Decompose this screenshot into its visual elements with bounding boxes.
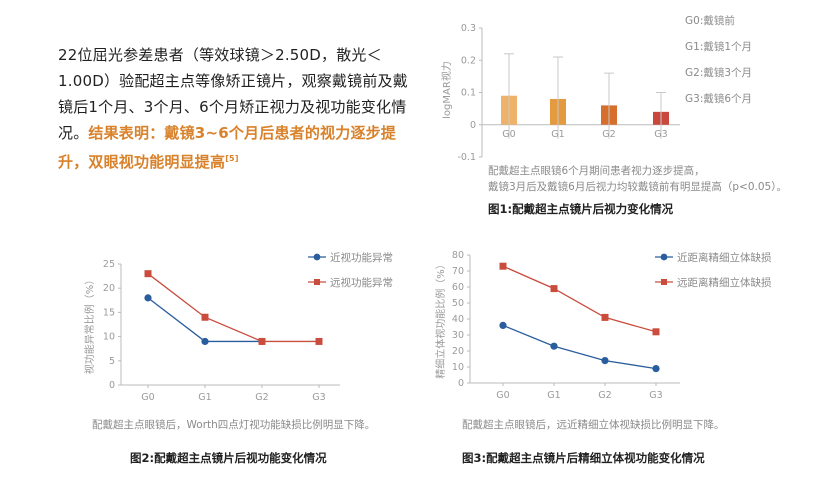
fig2-point	[201, 337, 209, 346]
fig3-y-tick-label: 80	[452, 250, 464, 261]
fig1-legend-entry: G3:戴镜6个月	[685, 92, 752, 105]
fig3-point	[652, 328, 660, 336]
fig3-y-tick-label: 60	[452, 282, 464, 293]
fig3-point	[652, 365, 660, 373]
fig2-x-tick-label: G1	[198, 392, 211, 403]
fig3-caption: 配戴超主点眼镜后，远近精细立体视缺损比例明显下降。	[462, 418, 725, 431]
fig1-legend-entry: G2:戴镜3个月	[685, 66, 752, 79]
fig3-legend-entry: 远距离精细立体缺损	[677, 276, 772, 289]
fig3-title: 图3:配戴超主点镜片后精细立体视功能变化情况	[462, 451, 705, 465]
fig2-point	[201, 313, 209, 321]
fig3-x-tick-label: G0	[496, 390, 509, 401]
fig2-legend-marker	[313, 253, 321, 261]
fig1-legend-entry: G0:戴镜前	[685, 14, 735, 27]
fig2-point	[144, 270, 152, 278]
fig3-y-tick-label: 50	[452, 298, 464, 309]
fig1-x-tick-label: G2	[602, 129, 615, 140]
fig3-x-tick-label: G1	[547, 390, 560, 401]
fig1-y-tick-label: 0	[470, 120, 476, 131]
fig1-x-tick-label: G1	[551, 129, 564, 140]
fig2-y-tick-label: 25	[103, 259, 115, 270]
fig3-point	[601, 313, 609, 321]
fig2-caption: 配戴超主点眼镜后，Worth四点灯视功能缺损比例明显下降。	[92, 418, 375, 431]
fig2-point	[315, 337, 323, 345]
intro-text: 22位屈光参差患者（等效球镜＞2.50D，散光＜1.00D）验配超主点等像矫正镜…	[58, 46, 408, 142]
fig2-y-axis-label: 视功能异常比例（%）	[83, 275, 96, 375]
fig3-point	[499, 321, 507, 329]
fig2-point	[144, 294, 152, 302]
fig3-x-tick-label: G2	[598, 390, 611, 401]
fig3-series-line	[502, 324, 657, 370]
intro-highlight: 结果表明：戴镜3~6个月后患者的视力逐步提升，双眼视功能明显提高	[58, 124, 397, 171]
fig1-y-tick-label: 0.1	[461, 88, 476, 99]
fig1-caption-line: 戴镜3月后及戴镜6月后视力均较戴镜前有明显提高（p<0.05）。	[488, 180, 787, 193]
fig1-y-axis-label: logMAR视力	[440, 61, 453, 119]
fig2-y-tick-label: 10	[103, 332, 115, 343]
fig3-point	[550, 342, 558, 350]
fig3-y-tick-label: 0	[458, 378, 464, 389]
fig3-legend-marker	[661, 279, 667, 285]
fig3-y-tick-label: 40	[452, 314, 464, 325]
fig3-y-tick-label: 20	[452, 346, 464, 357]
intro-paragraph: 22位屈光参差患者（等效球镜＞2.50D，散光＜1.00D）验配超主点等像矫正镜…	[58, 42, 410, 175]
fig1-y-tick-label: 0.2	[461, 55, 476, 66]
fig2-point	[258, 337, 266, 345]
fig1-x-tick-label: G3	[654, 129, 667, 140]
fig2-y-tick-label: 5	[109, 356, 115, 367]
fig3-legend-entry: 近距离精细立体缺损	[677, 251, 772, 264]
fig3-point	[601, 357, 609, 365]
fig3-point	[499, 262, 507, 270]
fig3-y-tick-label: 10	[452, 362, 464, 373]
fig2-series-line	[147, 273, 319, 343]
intro-ref: [5]	[225, 154, 239, 163]
fig1-title: 图1:配戴超主点镜片后视力变化情况	[488, 202, 674, 216]
fig2-x-tick-label: G0	[141, 392, 154, 403]
fig1-y-tick-label: -0.1	[457, 152, 476, 163]
fig1-x-tick-label: G0	[502, 129, 515, 140]
fig2-x-tick-label: G3	[312, 392, 325, 403]
fig2-x-tick-label: G2	[255, 392, 268, 403]
fig2-y-tick-label: 20	[103, 283, 115, 294]
fig2-y-tick-label: 15	[103, 307, 115, 318]
fig2-legend-entry: 远视功能异常	[330, 276, 393, 289]
fig3-point	[550, 285, 558, 293]
fig2-legend-marker	[314, 279, 320, 285]
fig2-y-tick-label: 0	[109, 380, 115, 391]
fig1-legend-entry: G1:戴镜1个月	[685, 40, 752, 53]
fig3-y-tick-label: 30	[452, 330, 464, 341]
fig3-legend-marker	[660, 253, 668, 261]
fig2-title: 图2:配戴超主点镜片后视功能变化情况	[130, 451, 327, 465]
fig2-legend-entry: 近视功能异常	[330, 251, 393, 264]
fig3-x-tick-label: G3	[649, 390, 662, 401]
fig1-y-tick-label: 0.3	[461, 23, 476, 34]
fig3-series-line	[502, 265, 657, 333]
fig3-y-axis-label: 精细立体视功能比例（%）	[434, 259, 447, 379]
fig3-y-tick-label: 70	[452, 266, 464, 277]
fig1-caption-line: 配戴超主点眼镜6个月期间患者视力逐步提高，	[488, 164, 705, 177]
